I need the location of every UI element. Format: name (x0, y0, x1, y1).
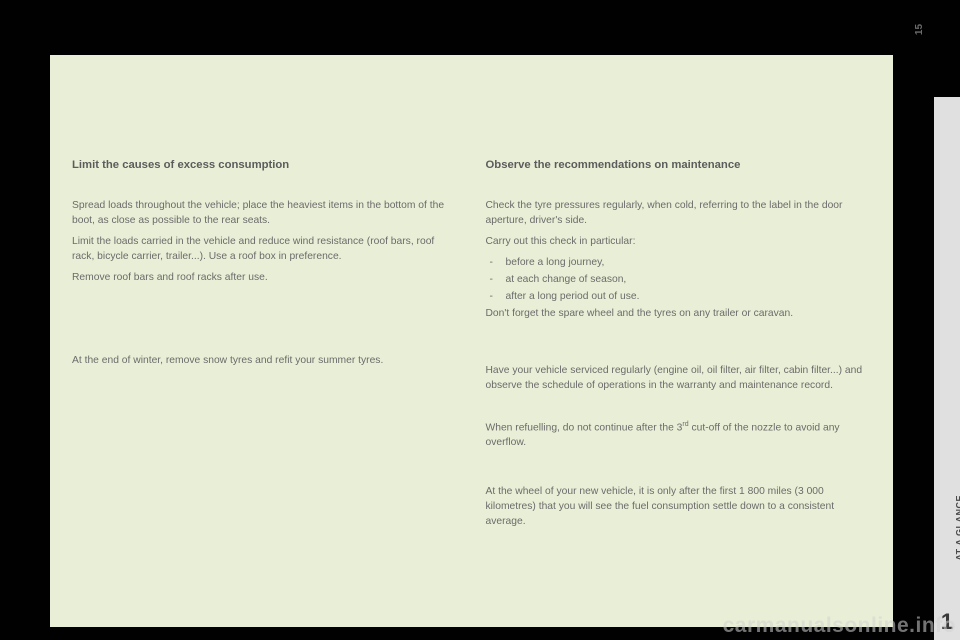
body-text: Don't forget the spare wheel and the tyr… (486, 307, 872, 322)
body-text: At the end of winter, remove snow tyres … (72, 354, 458, 369)
watermark: carmanualsonline.info (723, 614, 956, 638)
bullet-list: before a long journey, at each change of… (486, 256, 872, 305)
body-text: Spread loads throughout the vehicle; pla… (72, 199, 458, 229)
side-tab-label: AT A GLANCE (955, 495, 960, 561)
body-text: Check the tyre pressures regularly, when… (486, 199, 872, 229)
left-block-1: Spread loads throughout the vehicle; pla… (72, 199, 458, 286)
document-page: Limit the causes of excess consumption S… (50, 55, 893, 627)
right-heading: Observe the recommendations on maintenan… (486, 157, 872, 173)
body-text: Remove roof bars and roof racks after us… (72, 271, 458, 286)
body-text: Limit the loads carried in the vehicle a… (72, 235, 458, 265)
list-item: at each change of season, (488, 273, 872, 288)
left-heading: Limit the causes of excess consumption (72, 157, 458, 173)
right-block-1: Check the tyre pressures regularly, when… (486, 199, 872, 321)
left-column: Limit the causes of excess consumption S… (72, 157, 458, 536)
body-text: Carry out this check in particular: (486, 235, 872, 250)
content-columns: Limit the causes of excess consumption S… (50, 55, 893, 536)
body-text: When refuelling, do not continue after t… (486, 420, 872, 451)
page-number-top: 15 (914, 24, 925, 35)
right-column: Observe the recommendations on maintenan… (486, 157, 872, 536)
list-item: before a long journey, (488, 256, 872, 271)
text-fragment: When refuelling, do not continue after t… (486, 422, 683, 433)
body-text: Have your vehicle serviced regularly (en… (486, 364, 872, 394)
body-text: At the wheel of your new vehicle, it is … (486, 485, 872, 530)
list-item: after a long period out of use. (488, 290, 872, 305)
